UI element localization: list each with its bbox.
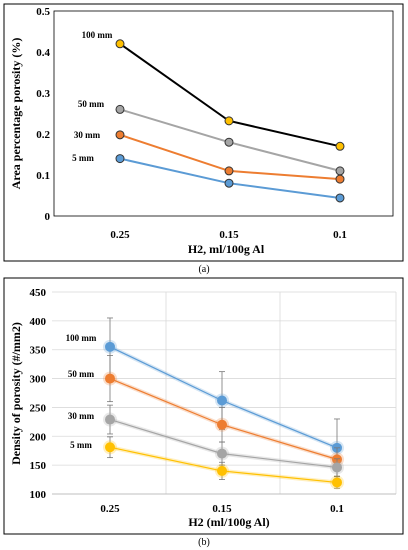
- data-point: [332, 462, 342, 473]
- y-tick-label: 250: [30, 402, 47, 414]
- series-label: 100 mm: [66, 333, 97, 343]
- y-tick-label: 350: [30, 345, 47, 357]
- series-label: 5 mm: [72, 153, 94, 163]
- chart-a: Area percentage porosity (%) H2, ml/100g…: [3, 3, 404, 275]
- data-point: [335, 166, 345, 176]
- y-tick-label: 450: [30, 287, 47, 299]
- data-point: [105, 341, 115, 352]
- y-tick-label: 0.2: [36, 129, 50, 141]
- data-point: [224, 137, 234, 147]
- data-point: [115, 130, 125, 140]
- data-point: [105, 373, 115, 384]
- y-tick-label: 0.5: [36, 6, 50, 18]
- data-point: [217, 448, 227, 459]
- y-tick-label: 400: [30, 316, 47, 328]
- data-point: [217, 465, 227, 476]
- chart-a-ylabel: Area percentage porosity (%): [9, 38, 23, 190]
- y-tick-label: 300: [30, 374, 47, 386]
- y-tick-label: 100: [30, 489, 47, 501]
- chart-b-ylabel: Density of porosity (#/mm2): [9, 322, 23, 465]
- y-tick-label: 0.4: [36, 47, 50, 59]
- x-tick-label: 0.15: [212, 503, 232, 515]
- data-point: [224, 116, 234, 126]
- series-label: 50 mm: [78, 99, 105, 109]
- data-point: [115, 104, 125, 114]
- data-point: [105, 442, 115, 453]
- data-point: [335, 141, 345, 151]
- data-point: [217, 395, 227, 406]
- x-tick-label: 0.25: [110, 229, 130, 241]
- chart-b-panel-label: (b): [198, 537, 210, 548]
- series-label: 100 mm: [82, 30, 113, 40]
- series-label: 30 mm: [68, 411, 95, 421]
- x-tick-label: 0.1: [333, 229, 347, 241]
- y-tick-label: 0.3: [36, 88, 50, 100]
- x-tick-label: 0.25: [100, 503, 120, 515]
- chart-b-frame: [3, 277, 404, 535]
- chart-a-xlabel: H2, ml/100g Al: [188, 242, 265, 256]
- data-point: [224, 166, 234, 176]
- series-label: 50 mm: [68, 369, 95, 379]
- data-point: [332, 477, 342, 488]
- x-tick-label: 0.1: [330, 503, 344, 515]
- data-point: [217, 419, 227, 430]
- data-point: [224, 178, 234, 188]
- series-label: 5 mm: [70, 440, 92, 450]
- data-point: [115, 154, 125, 164]
- data-point: [335, 174, 345, 184]
- chart-a-plot-area: [53, 10, 394, 217]
- y-tick-label: 0.1: [36, 170, 50, 182]
- y-tick-label: 0: [45, 211, 51, 223]
- data-point: [335, 193, 345, 203]
- data-point: [115, 39, 125, 49]
- chart-a-panel-label: (a): [198, 264, 209, 275]
- chart-a-frame: [3, 3, 404, 262]
- series-label: 30 mm: [74, 130, 101, 140]
- data-point: [105, 414, 115, 425]
- y-tick-label: 200: [30, 431, 47, 443]
- x-tick-label: 0.15: [219, 229, 239, 241]
- chart-b: Density of porosity (#/mm2) H2 (ml/100g …: [3, 277, 404, 548]
- y-tick-label: 150: [30, 460, 47, 472]
- chart-b-xlabel: H2 (ml/100g Al): [188, 515, 269, 529]
